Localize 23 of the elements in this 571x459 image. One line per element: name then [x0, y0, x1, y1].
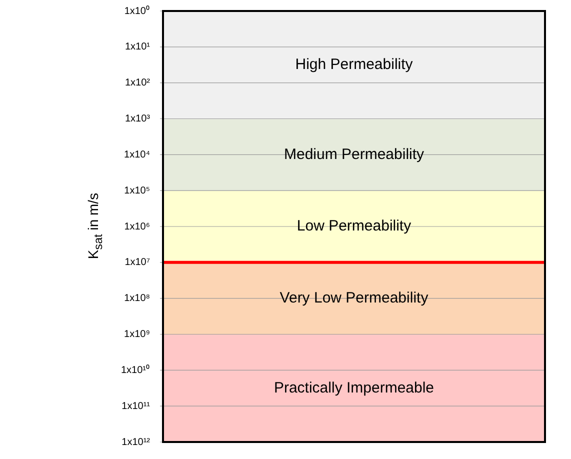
bar	[163, 190, 545, 263]
series-label: Very Low Permeability	[280, 289, 429, 306]
bar	[163, 262, 545, 335]
y-tick-label: 1x10⁴	[124, 149, 150, 160]
y-tick-label: 1x10⁶	[124, 221, 150, 232]
y-tick-label: 1x10⁵	[124, 185, 150, 196]
y-tick-label: 1x10¹²	[122, 436, 151, 448]
series-label: Low Permeability	[296, 218, 412, 235]
bar	[163, 11, 545, 120]
y-tick-label: 1x10²	[124, 78, 151, 89]
y-tick-label: 1x10⁸	[124, 293, 150, 304]
series-label: Practically Impermeable	[274, 379, 434, 396]
y-tick-label: 1x10⁰	[124, 4, 150, 17]
y-tick-label: 1x10¹	[124, 42, 151, 53]
series-label: High Permeability	[295, 56, 414, 74]
bar	[163, 334, 545, 442]
bar	[163, 118, 545, 191]
y-tick-label: 1x10⁹	[124, 329, 150, 340]
series-label: Medium Permeability	[284, 146, 425, 163]
y-tick-label: 1x10¹¹	[122, 400, 151, 412]
y-tick-label: 1x10⁷	[124, 257, 150, 268]
y-tick-label: 1x10¹⁰	[120, 364, 150, 376]
y-tick-label: 1x10³	[124, 114, 151, 124]
